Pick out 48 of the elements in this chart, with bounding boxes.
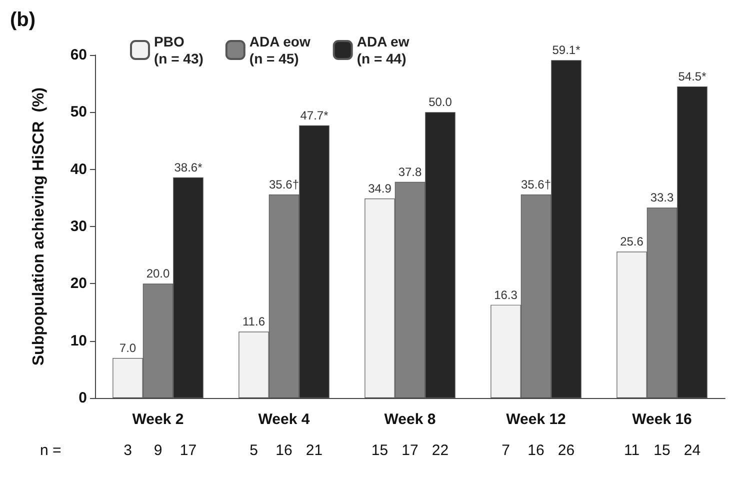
text: 17 <box>402 442 418 459</box>
data-label: 25.6 <box>620 234 644 249</box>
legend-label: PBO (n = 43) <box>154 34 204 66</box>
text: n = <box>40 442 62 459</box>
y-tick-label: 50 <box>70 104 87 121</box>
data-label: 47.7* <box>300 108 329 122</box>
data-label: 59.1* <box>552 43 581 58</box>
data-label: 54.5* <box>678 69 707 84</box>
data-label: 37.8 <box>398 164 422 179</box>
x-tick-label: Week 16 <box>632 411 692 428</box>
y-tick-label: 60 <box>70 46 87 64</box>
legend-label: ADA ew (n = 44) <box>356 34 410 66</box>
y-tick-label: 0 <box>78 390 87 406</box>
text: 11 <box>624 442 640 459</box>
text: 24 <box>684 442 701 459</box>
data-label: 34.9 <box>368 181 392 196</box>
text: 9 <box>154 442 162 459</box>
data-label: 20.0 <box>146 266 170 281</box>
text: 16 <box>276 442 292 459</box>
x-tick-label: Week 2 <box>132 411 184 428</box>
text: 5 <box>250 442 258 459</box>
data-label: 35.6† <box>520 177 552 192</box>
y-tick-label: 10 <box>70 332 87 350</box>
data-label: 33.3 <box>650 190 674 205</box>
y-tick-label: 40 <box>70 160 87 178</box>
legend-label: ADA eow (n = 45) <box>249 34 310 66</box>
x-tick-label: Week 4 <box>258 411 310 428</box>
data-label: 11.6 <box>242 314 266 329</box>
data-label: 38.6* <box>174 160 203 174</box>
y-tick-label: 20 <box>70 275 87 292</box>
text: 22 <box>432 442 449 459</box>
data-label: 50.0 <box>428 95 452 110</box>
y-tick-label: 30 <box>70 218 87 235</box>
text: 17 <box>180 442 197 459</box>
text: 7 <box>502 442 510 459</box>
data-label: 7.0 <box>119 340 136 355</box>
text: 21 <box>306 442 323 459</box>
text: 3 <box>124 442 132 459</box>
text: 15 <box>654 442 670 459</box>
x-tick-label: Week 8 <box>384 411 436 428</box>
text: 15 <box>371 442 388 459</box>
y-axis-title: Subpopulation achieving HiSCR (%) <box>30 87 48 366</box>
x-tick-label: Week 12 <box>506 411 566 428</box>
data-label: 16.3 <box>494 288 518 302</box>
chart-title: (b) <box>10 9 36 31</box>
data-label: 35.6† <box>268 177 300 192</box>
text: 26 <box>558 442 575 459</box>
text: 16 <box>528 442 544 459</box>
